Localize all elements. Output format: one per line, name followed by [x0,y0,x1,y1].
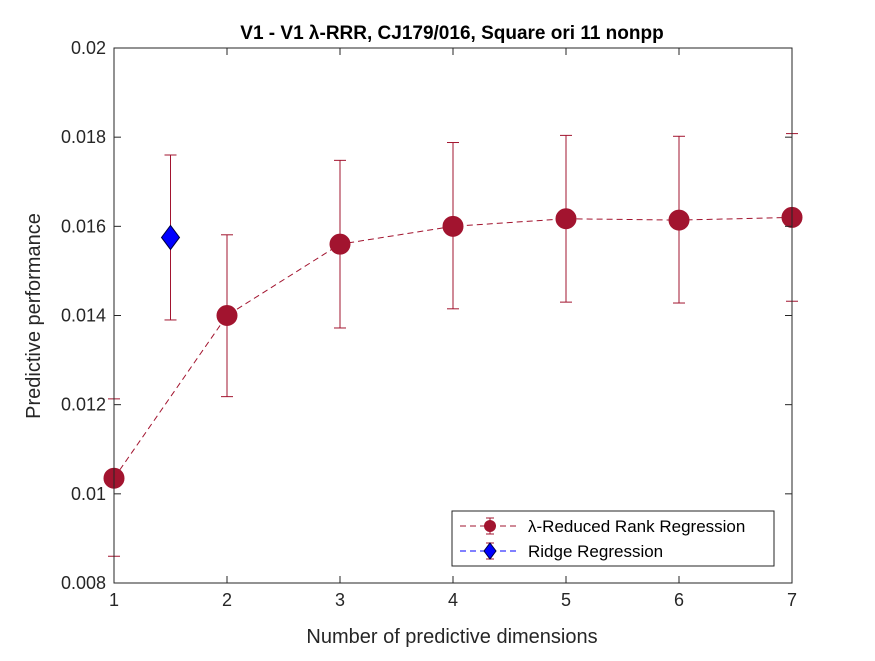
y-tick-label: 0.008 [61,573,106,593]
y-tick-label: 0.012 [61,395,106,415]
y-tick-label: 0.018 [61,127,106,147]
x-tick-label: 7 [787,590,797,610]
legend-marker [484,520,496,532]
legend-entry: Ridge Regression [460,542,663,561]
x-tick-label: 3 [335,590,345,610]
x-tick-label: 4 [448,590,458,610]
axis-ticks [113,47,793,584]
x-tick-label: 6 [674,590,684,610]
x-tick-label: 1 [109,590,119,610]
legend-box [451,510,775,567]
data-point [442,215,464,237]
data-point [216,305,238,326]
y-tick-labels: 0.008 0.01 0.012 0.014 0.016 0.018 0.02 [61,38,106,593]
data-point [668,209,690,231]
data-point [160,224,181,251]
plot-area [114,48,792,583]
x-tick-labels: 1 2 3 4 5 6 7 [109,590,797,610]
x-tick-label: 5 [561,590,571,610]
legend: λ-Reduced Rank Regression Ridge Regressio… [451,510,775,567]
x-axis-label: Number of predictive dimensions [306,626,597,648]
legend-entry: λ-Reduced Rank Regression [460,517,745,536]
y-axis-label: Predictive performance [23,213,45,419]
data-point [329,233,351,255]
chart-title: V1 - V1 λ-RRR, CJ179/016, Square ori 11 … [240,23,663,44]
y-tick-label: 0.01 [71,484,106,504]
series-1 [160,154,181,321]
legend-items: λ-Reduced Rank Regression Ridge Regressio… [460,517,745,561]
legend-marker [483,542,497,560]
data-point [555,208,577,230]
x-tick-label: 2 [222,590,232,610]
y-tick-label: 0.016 [61,216,106,236]
legend-label: Ridge Regression [528,542,663,561]
y-tick-label: 0.014 [61,306,106,326]
legend-label: λ-Reduced Rank Regression [528,517,745,536]
y-tick-label: 0.02 [71,38,106,58]
